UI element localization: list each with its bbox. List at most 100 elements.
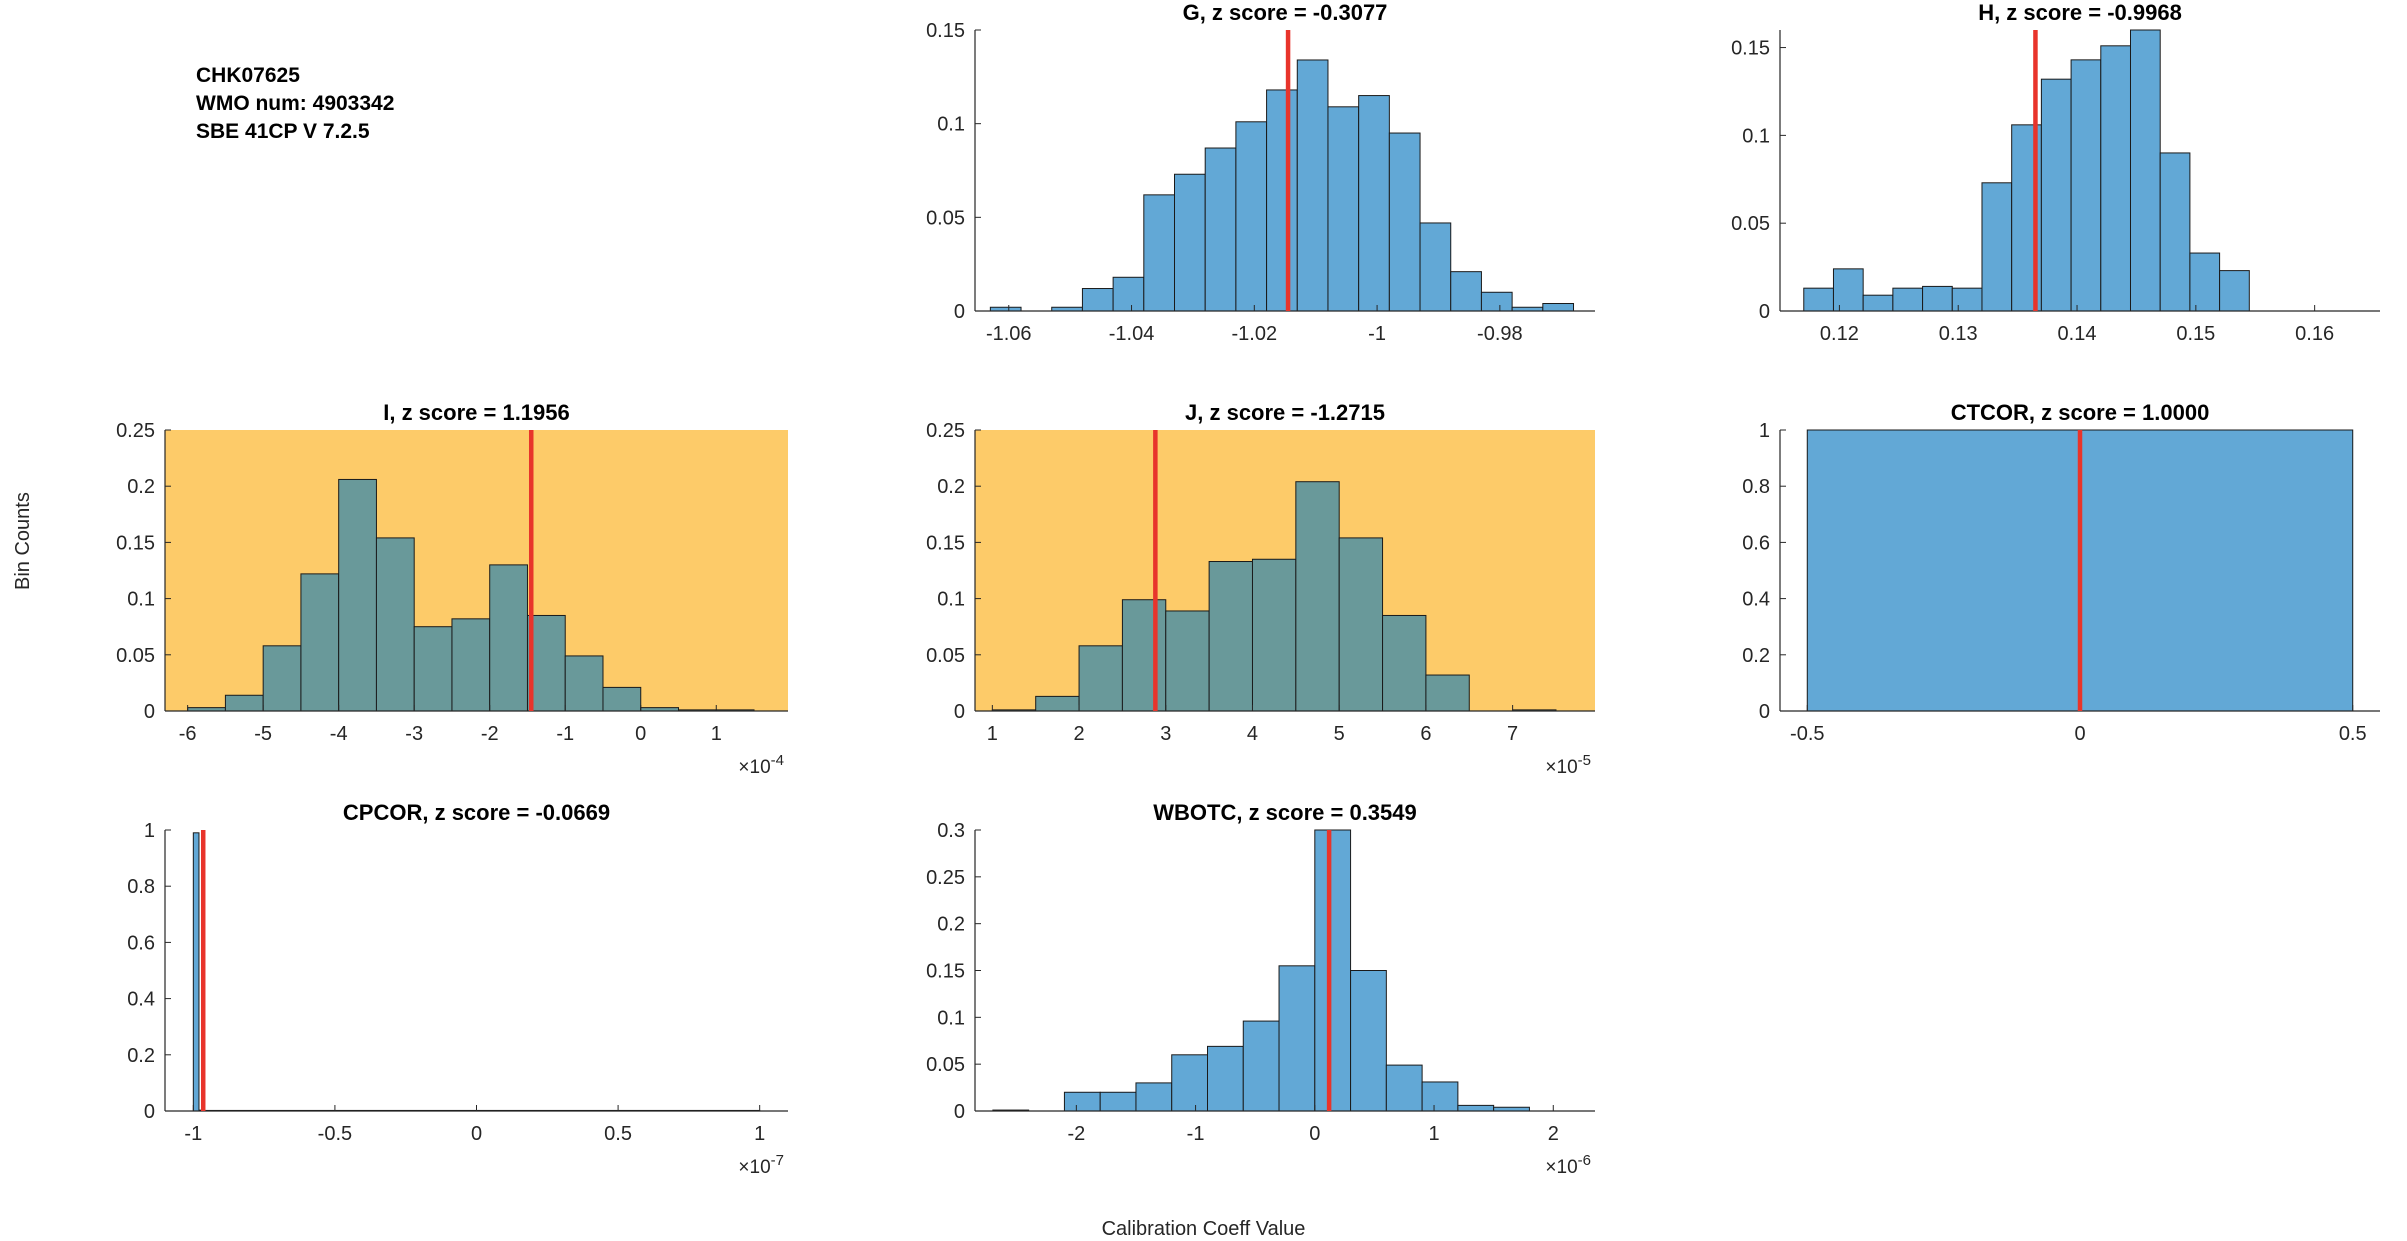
histogram-bar bbox=[2040, 78, 2072, 312]
histogram-bar bbox=[451, 618, 491, 712]
histogram-bar bbox=[1295, 481, 1340, 712]
x-tick-label: 2 bbox=[1548, 1123, 1559, 1145]
subplot-i: 0 0.05 0.1 0.15 0.2 0.25 -6 -5 -4 -3 -2 -1 0 1 ×10-4 I,… bbox=[116, 400, 788, 778]
histogram-bar bbox=[489, 564, 528, 712]
x-tick-label: -6 bbox=[179, 723, 197, 745]
histogram-bar bbox=[1165, 610, 1210, 712]
x-tick-label: 0.16 bbox=[2295, 323, 2334, 345]
histogram-bar bbox=[1542, 303, 1575, 312]
histogram-bar bbox=[564, 655, 604, 712]
histogram-bar bbox=[1171, 1054, 1208, 1112]
histogram-bar bbox=[1385, 1064, 1423, 1112]
x-tick-label: -3 bbox=[405, 723, 423, 745]
histogram-bar bbox=[1174, 173, 1206, 312]
y-tick-label: 0.25 bbox=[116, 420, 155, 442]
x-tick-label: 1 bbox=[754, 1123, 765, 1145]
histogram-bar bbox=[526, 614, 566, 712]
histogram-bar bbox=[1922, 285, 1953, 312]
y-tick-label: 0.1 bbox=[937, 589, 965, 611]
y-tick-label: 0.15 bbox=[926, 961, 965, 983]
x-tick-label: 3 bbox=[1160, 723, 1171, 745]
x-tick-label: 0.14 bbox=[2058, 323, 2097, 345]
histogram-bar bbox=[1421, 1081, 1459, 1112]
y-tick-label: 0.8 bbox=[127, 876, 155, 898]
histogram-bar bbox=[1951, 287, 1983, 312]
float-info: CHK07625 WMO num: 4903342 SBE 41CP V 7.2… bbox=[196, 62, 394, 146]
x-tick-label: -5 bbox=[254, 723, 272, 745]
x-tick-label: 4 bbox=[1247, 723, 1258, 745]
y-tick-label: 0 bbox=[954, 701, 965, 723]
histogram-bar bbox=[1892, 287, 1924, 312]
histogram-bar bbox=[2129, 29, 2161, 312]
histogram-bar bbox=[1035, 695, 1080, 712]
histogram-bar bbox=[262, 645, 302, 712]
histogram-bar bbox=[375, 537, 415, 712]
y-tick-label: 0.2 bbox=[937, 476, 965, 498]
histogram-bar bbox=[1419, 222, 1452, 312]
histogram-bar bbox=[1278, 965, 1316, 1112]
histogram-bar bbox=[2100, 45, 2131, 312]
histogram-bar bbox=[2159, 152, 2191, 312]
histogram-bar bbox=[300, 573, 340, 712]
x-tick-label: -1 bbox=[1187, 1123, 1205, 1145]
histogram-bar bbox=[1350, 970, 1387, 1112]
histogram-bar bbox=[1832, 268, 1864, 312]
y-tick-label: 0.05 bbox=[926, 1054, 965, 1076]
y-tick-label: 0.05 bbox=[1731, 213, 1770, 235]
histogram-bar bbox=[1862, 294, 1894, 312]
y-tick-label: 0.6 bbox=[127, 932, 155, 954]
y-tick-label: 0.1 bbox=[1742, 125, 1770, 147]
histogram-bar bbox=[1135, 1082, 1173, 1112]
x-tick-label: -0.5 bbox=[318, 1123, 352, 1145]
x-tick-label: -1.02 bbox=[1232, 323, 1278, 345]
histogram-bar bbox=[2070, 59, 2102, 312]
wmo-number: WMO num: 4903342 bbox=[196, 92, 395, 115]
y-tick-label: 0.2 bbox=[1742, 645, 1770, 667]
histogram-bar bbox=[1078, 645, 1123, 712]
y-tick-label: 0.15 bbox=[1731, 38, 1770, 60]
subplot-h: 0 0.05 0.1 0.15 0.12 0.13 0.14 0.15 0.16 H, z sco… bbox=[1731, 0, 2380, 345]
y-tick-label: 0.25 bbox=[926, 420, 965, 442]
y-tick-label: 0.05 bbox=[926, 207, 965, 229]
subplot-title: H, z score = -0.9968 bbox=[1978, 0, 2182, 25]
y-tick-label: 0.15 bbox=[116, 532, 155, 554]
histogram-bar bbox=[413, 626, 453, 712]
y-tick-label: 0.1 bbox=[937, 114, 965, 136]
subplot-title: G, z score = -0.3077 bbox=[1183, 0, 1388, 25]
y-tick-label: 0 bbox=[144, 1101, 155, 1123]
histogram-bar bbox=[192, 832, 200, 1112]
figure-y-label: Bin Counts bbox=[12, 492, 34, 590]
subplot-title: CTCOR, z score = 1.0000 bbox=[1951, 400, 2210, 425]
subplot-cpcor: 0 0.2 0.4 0.6 0.8 1 -1 -0.5 0 0.5 1 ×10-7 CPCOR, z s… bbox=[127, 800, 788, 1178]
x-tick-label: 0.15 bbox=[2176, 323, 2215, 345]
x-tick-label: 2 bbox=[1073, 723, 1084, 745]
y-tick-label: 0 bbox=[1759, 701, 1770, 723]
x-tick-label: 0 bbox=[635, 723, 646, 745]
x-tick-label: -4 bbox=[330, 723, 348, 745]
subplot-title: WBOTC, z score = 0.3549 bbox=[1153, 800, 1417, 825]
x-tick-label: 0 bbox=[471, 1123, 482, 1145]
float-id: CHK07625 bbox=[196, 64, 300, 87]
histogram-bar bbox=[1803, 287, 1834, 312]
x-tick-label: -1.06 bbox=[986, 323, 1032, 345]
x-tick-label: 1 bbox=[1428, 1123, 1439, 1145]
y-tick-label: 0.4 bbox=[127, 989, 155, 1011]
x-exponent-label: ×10-7 bbox=[738, 1152, 784, 1178]
histogram-bar bbox=[1081, 288, 1114, 312]
x-exponent-label: ×10-5 bbox=[1545, 752, 1591, 778]
y-tick-label: 0.2 bbox=[127, 476, 155, 498]
subplot-title: J, z score = -1.2715 bbox=[1185, 400, 1385, 425]
y-tick-label: 0.3 bbox=[937, 820, 965, 842]
histogram-bar bbox=[224, 694, 264, 712]
y-tick-label: 0.1 bbox=[127, 589, 155, 611]
y-tick-label: 0.6 bbox=[1742, 532, 1770, 554]
x-tick-label: -1 bbox=[184, 1123, 202, 1145]
y-tick-label: 0.2 bbox=[937, 914, 965, 936]
subplot-wbotc: 0 0.05 0.1 0.15 0.2 0.25 0.3 -2 -1 0 1 2 ×10-6 WBOTC,… bbox=[926, 800, 1595, 1178]
y-tick-label: 0 bbox=[1759, 301, 1770, 323]
x-tick-label: -0.5 bbox=[1790, 723, 1824, 745]
y-tick-label: 0 bbox=[954, 1101, 965, 1123]
y-tick-label: 0.2 bbox=[127, 1045, 155, 1067]
histogram-bar bbox=[2219, 270, 2250, 312]
histogram-bar bbox=[1327, 106, 1360, 312]
